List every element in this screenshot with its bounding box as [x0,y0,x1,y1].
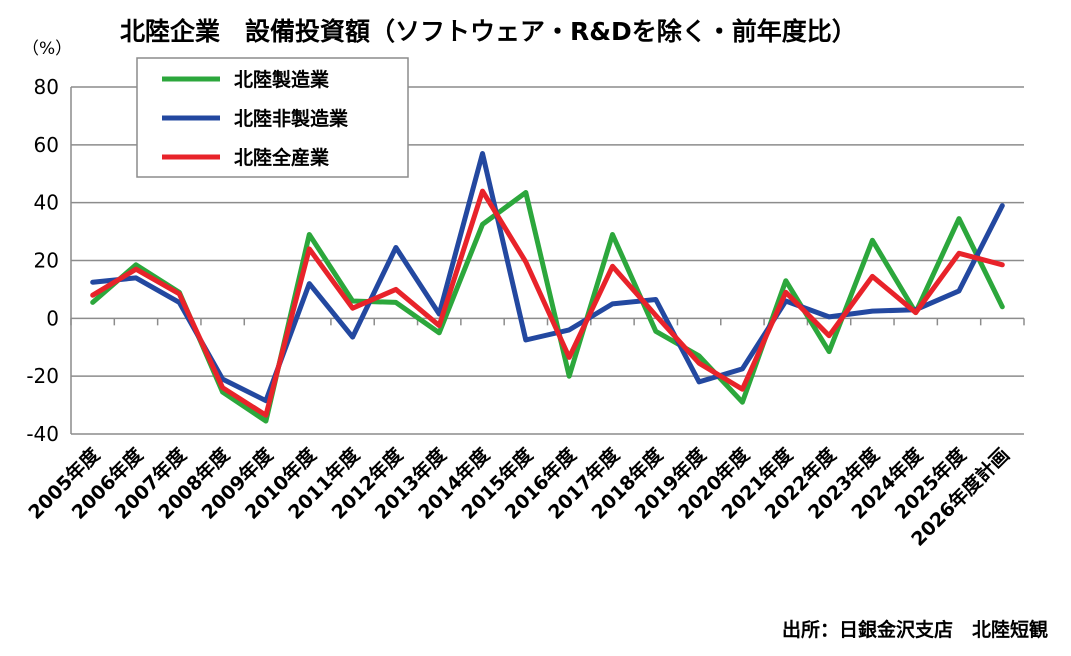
y-tick-label: 60 [34,133,59,157]
y-tick-label: 0 [46,306,59,330]
legend-label: 北陸製造業 [234,68,330,91]
x-axis-ticks: 2005年度2006年度2007年度2008年度2009年度2010年度2011… [24,443,1014,551]
chart-title: 北陸企業 設備投資額（ソフトウェア・R&Dを除く・前年度比） [120,17,857,46]
series-lines [90,151,1005,424]
y-tick-label: -20 [26,364,59,388]
series-line-2 [90,188,1005,418]
y-axis-ticks: -40 -20 0 20 40 60 80 [26,75,59,446]
series-line-0 [90,190,1005,424]
source-note: 出所：日銀金沢支店 北陸短観 [782,618,1048,641]
y-axis-unit: （%） [22,39,72,59]
y-tick-label: -40 [26,422,59,446]
legend-label: 北陸非製造業 [234,107,349,130]
legend-label: 北陸全産業 [234,146,330,169]
y-tick-label: 40 [34,191,59,215]
series-line-1 [90,151,1005,404]
y-tick-label: 80 [34,75,59,99]
y-tick-label: 20 [34,249,59,273]
